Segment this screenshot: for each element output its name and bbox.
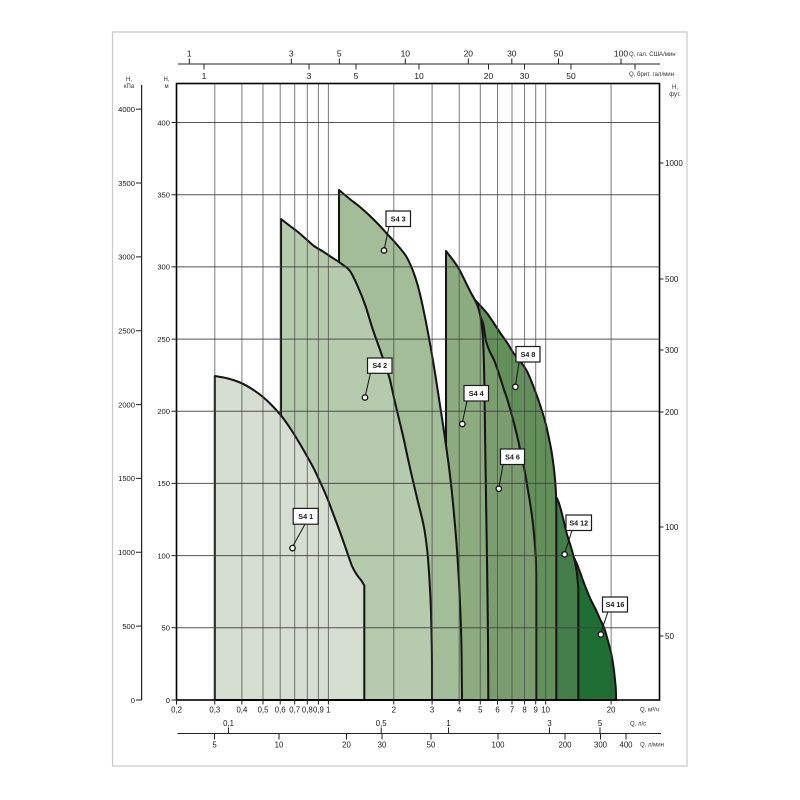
svg-text:300: 300 xyxy=(594,741,608,750)
svg-text:0,3: 0,3 xyxy=(209,706,220,715)
svg-text:20: 20 xyxy=(342,741,351,750)
svg-text:Q, гал. США/мин: Q, гал. США/мин xyxy=(629,52,676,58)
svg-text:300: 300 xyxy=(665,346,679,355)
svg-text:10: 10 xyxy=(275,741,284,750)
svg-text:S4 6: S4 6 xyxy=(505,452,520,461)
svg-text:Q, брит. гал/мин: Q, брит. гал/мин xyxy=(629,72,674,78)
svg-text:10: 10 xyxy=(414,71,424,81)
svg-text:1: 1 xyxy=(202,71,207,81)
svg-text:5: 5 xyxy=(212,741,217,750)
svg-text:20: 20 xyxy=(484,71,494,81)
svg-text:H,: H, xyxy=(672,85,678,91)
svg-text:100: 100 xyxy=(614,49,628,59)
svg-text:1000: 1000 xyxy=(118,548,135,557)
svg-text:4: 4 xyxy=(457,706,462,715)
svg-text:S4 16: S4 16 xyxy=(606,600,625,609)
svg-text:100: 100 xyxy=(157,551,170,560)
svg-text:3500: 3500 xyxy=(118,179,135,188)
svg-text:0,9: 0,9 xyxy=(313,706,324,715)
svg-text:1: 1 xyxy=(187,49,192,59)
svg-text:S4 8: S4 8 xyxy=(521,350,536,359)
svg-text:0,5: 0,5 xyxy=(376,719,388,728)
svg-text:2500: 2500 xyxy=(118,327,135,336)
svg-text:4000: 4000 xyxy=(118,105,135,114)
svg-text:0,1: 0,1 xyxy=(223,719,234,728)
svg-text:50: 50 xyxy=(554,49,564,59)
svg-text:Q, л/с: Q, л/с xyxy=(630,722,646,728)
svg-text:1000: 1000 xyxy=(665,159,683,168)
svg-text:200: 200 xyxy=(665,408,679,417)
svg-text:фут.: фут. xyxy=(669,92,681,98)
svg-text:50: 50 xyxy=(566,71,576,81)
svg-text:0,6: 0,6 xyxy=(275,706,286,715)
svg-text:500: 500 xyxy=(665,275,679,284)
svg-text:1: 1 xyxy=(326,706,330,715)
svg-text:3: 3 xyxy=(547,719,551,728)
svg-text:400: 400 xyxy=(157,118,170,127)
svg-text:Q, л/мин: Q, л/мин xyxy=(640,743,664,749)
svg-text:S4 1: S4 1 xyxy=(298,512,313,521)
svg-text:150: 150 xyxy=(157,479,170,488)
svg-text:0,8: 0,8 xyxy=(302,706,313,715)
svg-text:0: 0 xyxy=(166,696,170,705)
svg-text:3: 3 xyxy=(289,49,294,59)
svg-text:3000: 3000 xyxy=(118,253,135,262)
svg-text:Q, м³/ч: Q, м³/ч xyxy=(640,708,659,714)
svg-text:300: 300 xyxy=(157,263,170,272)
svg-text:3: 3 xyxy=(307,71,312,81)
svg-text:0,5: 0,5 xyxy=(258,706,270,715)
svg-text:20: 20 xyxy=(607,706,616,715)
svg-text:50: 50 xyxy=(427,741,436,750)
svg-text:30: 30 xyxy=(507,49,517,59)
svg-text:5: 5 xyxy=(478,706,483,715)
svg-text:S4 3: S4 3 xyxy=(391,214,406,223)
svg-text:S4 12: S4 12 xyxy=(569,518,588,527)
svg-text:50: 50 xyxy=(162,624,170,633)
svg-text:7: 7 xyxy=(510,706,514,715)
svg-text:2000: 2000 xyxy=(118,400,135,409)
svg-text:3: 3 xyxy=(430,706,434,715)
svg-text:8: 8 xyxy=(522,706,526,715)
svg-text:350: 350 xyxy=(157,191,170,200)
svg-text:5: 5 xyxy=(598,719,603,728)
svg-text:м: м xyxy=(164,84,168,90)
svg-text:250: 250 xyxy=(157,335,170,344)
svg-text:400: 400 xyxy=(619,741,633,750)
svg-text:0,2: 0,2 xyxy=(171,706,182,715)
svg-text:кПа: кПа xyxy=(124,84,135,90)
svg-text:9: 9 xyxy=(534,706,538,715)
svg-text:5: 5 xyxy=(337,49,342,59)
svg-text:0,7: 0,7 xyxy=(289,706,300,715)
svg-text:0: 0 xyxy=(131,696,135,705)
svg-text:S4 2: S4 2 xyxy=(372,361,387,370)
svg-text:10: 10 xyxy=(541,706,550,715)
svg-text:H,: H, xyxy=(126,77,132,83)
svg-text:2: 2 xyxy=(392,706,396,715)
svg-text:30: 30 xyxy=(520,71,530,81)
svg-text:500: 500 xyxy=(122,622,135,631)
svg-text:6: 6 xyxy=(495,706,499,715)
svg-text:100: 100 xyxy=(665,523,679,532)
svg-text:1: 1 xyxy=(446,719,450,728)
svg-text:200: 200 xyxy=(157,407,170,416)
svg-text:30: 30 xyxy=(378,741,387,750)
svg-text:5: 5 xyxy=(354,71,359,81)
svg-text:50: 50 xyxy=(665,632,674,641)
svg-text:S4 4: S4 4 xyxy=(469,389,484,398)
svg-text:10: 10 xyxy=(401,49,411,59)
svg-text:0,4: 0,4 xyxy=(236,706,248,715)
svg-text:20: 20 xyxy=(464,49,474,59)
svg-text:1500: 1500 xyxy=(118,474,135,483)
svg-text:100: 100 xyxy=(491,741,505,750)
svg-text:200: 200 xyxy=(558,741,572,750)
svg-text:H,: H, xyxy=(164,77,170,83)
